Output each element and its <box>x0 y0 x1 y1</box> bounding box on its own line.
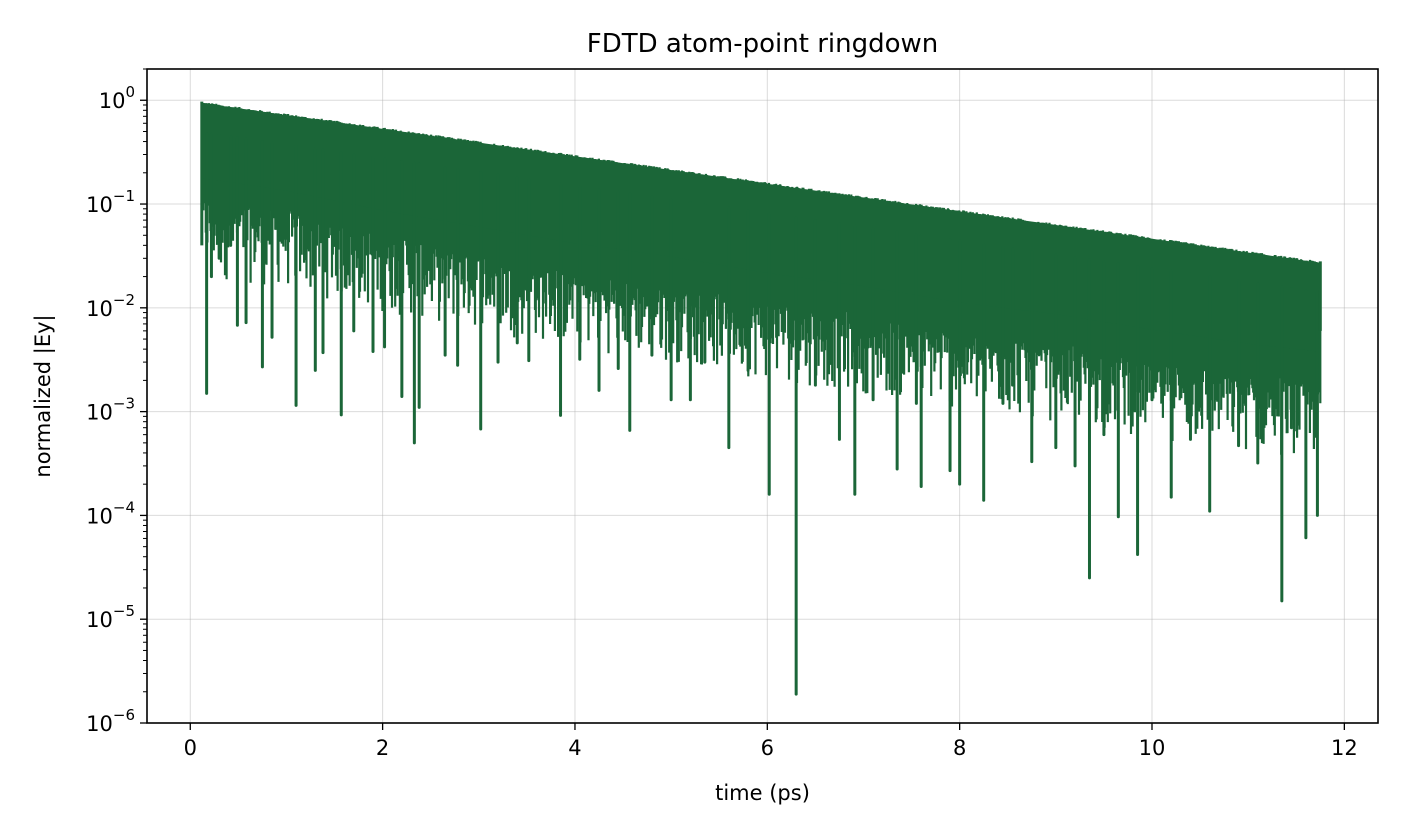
series-layer <box>200 101 1322 696</box>
y-tick-base: 10 <box>86 401 113 425</box>
y-tick-label: 10−3 <box>86 395 135 425</box>
y-tick-label: 10−1 <box>86 187 135 217</box>
y-tick-label: 100 <box>99 83 135 113</box>
y-tick-exponent: −5 <box>113 602 135 620</box>
y-tick-exponent: −4 <box>113 498 135 516</box>
x-tick-label: 6 <box>761 736 774 760</box>
x-tick-label: 4 <box>568 736 581 760</box>
y-tick-base: 10 <box>86 712 113 736</box>
y-tick-exponent: −6 <box>113 706 135 724</box>
series-envelope-band <box>201 103 1321 352</box>
chart-title: FDTD atom-point ringdown <box>587 29 939 59</box>
y-tick-label: 10−5 <box>86 602 135 632</box>
y-tick-base: 10 <box>86 608 113 632</box>
x-axis-label: time (ps) <box>715 781 810 805</box>
y-tick-label: 10−2 <box>86 291 135 321</box>
x-tick-label: 8 <box>953 736 966 760</box>
y-tick-label: 10−4 <box>86 498 135 528</box>
y-tick-base: 10 <box>86 193 113 217</box>
x-tick-label: 10 <box>1139 736 1166 760</box>
y-tick-exponent: 0 <box>125 83 135 101</box>
y-tick-base: 10 <box>86 504 113 528</box>
x-tick-label: 2 <box>376 736 389 760</box>
x-tick-label: 0 <box>184 736 197 760</box>
y-tick-base: 10 <box>86 297 113 321</box>
y-axis-label: normalized |Ey| <box>31 314 56 477</box>
y-tick-exponent: −3 <box>113 395 135 413</box>
y-tick-base: 10 <box>99 89 126 113</box>
y-tick-exponent: −2 <box>113 291 135 309</box>
y-tick-exponent: −1 <box>113 187 135 205</box>
x-axis: 0 2 4 6 8 10 12 <box>184 723 1358 760</box>
plot-frame <box>146 68 1379 724</box>
y-tick-label: 10−6 <box>86 706 135 736</box>
x-tick-label: 12 <box>1331 736 1358 760</box>
